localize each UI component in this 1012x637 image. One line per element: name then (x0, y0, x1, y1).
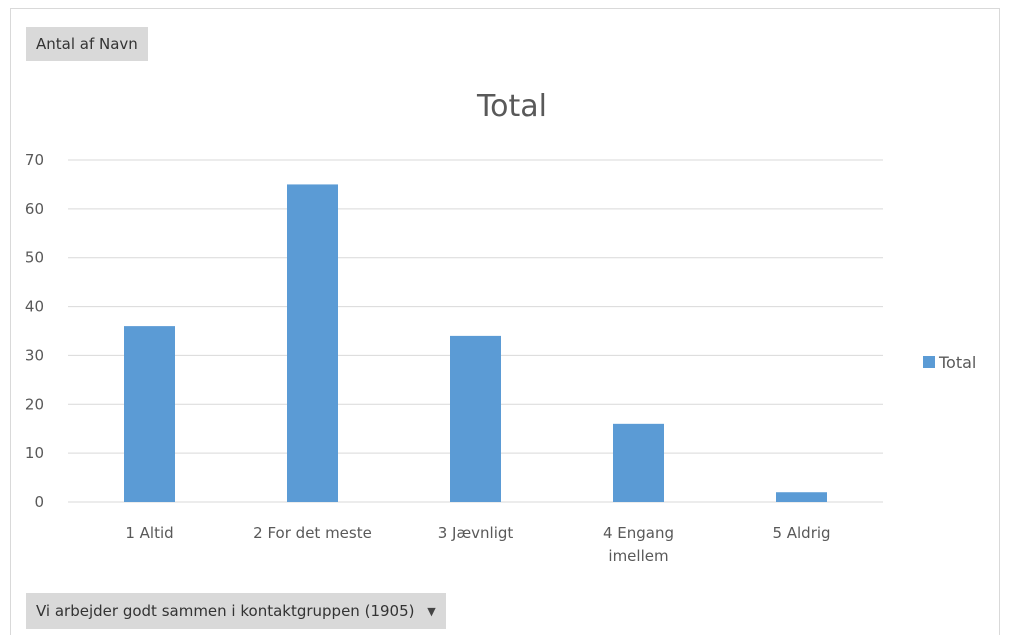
bar[interactable] (287, 184, 338, 502)
x-tick-label: 4 Engang imellem (603, 524, 674, 565)
legend-swatch (923, 356, 935, 368)
bar[interactable] (450, 335, 501, 502)
x-tick-label: 2 For det meste (253, 524, 372, 542)
axis-field-label: Vi arbejder godt sammen i kontaktgruppen… (36, 602, 415, 620)
legend-label: Total (938, 353, 976, 372)
x-tick-label: 1 Altid (125, 524, 173, 542)
dropdown-arrow-icon[interactable]: ▼ (427, 605, 436, 618)
y-tick-label: 50 (25, 249, 44, 267)
chart-frame (10, 8, 1000, 635)
axis-field-button[interactable]: Vi arbejder godt sammen i kontaktgruppen… (26, 593, 446, 629)
y-tick-label: 60 (25, 200, 44, 218)
bar[interactable] (776, 492, 827, 502)
y-tick-label: 0 (34, 493, 44, 511)
legend: Total (923, 353, 976, 372)
chart-title: Total (476, 89, 547, 124)
y-tick-label: 20 (25, 395, 44, 413)
x-tick-label: 3 Jævnligt (438, 524, 514, 542)
bar[interactable] (613, 423, 664, 502)
bar[interactable] (124, 326, 175, 502)
y-axis-ticks: 0 10 20 30 40 50 60 70 (25, 151, 44, 511)
x-axis-ticks: 1 Altid 2 For det meste 3 Jævnligt 4 Engang… (125, 524, 830, 565)
value-field-button[interactable]: Antal af Navn (26, 27, 148, 61)
y-tick-label: 30 (25, 346, 44, 364)
y-tick-label: 10 (25, 444, 44, 462)
y-tick-label: 70 (25, 151, 44, 169)
x-tick-label: 5 Aldrig (772, 524, 830, 542)
bars (124, 184, 827, 502)
y-tick-label: 40 (25, 298, 44, 316)
